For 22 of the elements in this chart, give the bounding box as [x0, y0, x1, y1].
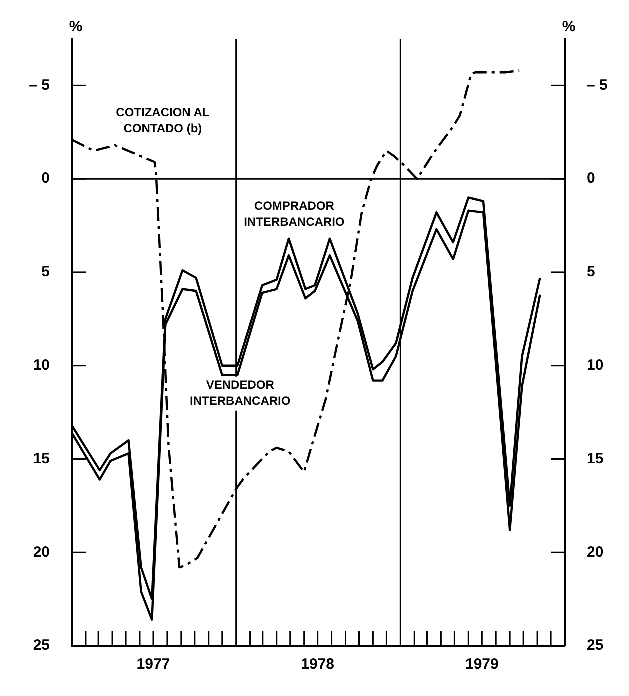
y-axis-title: % — [69, 18, 83, 36]
y-tick-label: 15 — [33, 450, 50, 468]
x-tick-label: 1978 — [301, 656, 335, 674]
y2-tick-label: 5 — [587, 264, 596, 281]
y2-tick-label: 10 — [587, 356, 604, 374]
y2-tick-label: 15 — [587, 450, 604, 468]
y2-tick-label: – 5 — [587, 76, 608, 94]
y-tick-label: 10 — [33, 356, 50, 374]
y2-tick-label: 20 — [587, 544, 604, 561]
y2-axis-title: % — [562, 18, 576, 36]
series-label: COMPRADOR INTERBANCARIO — [244, 198, 345, 229]
y-tick-label: 25 — [33, 637, 50, 654]
y2-tick-label: 0 — [587, 170, 596, 188]
x-tick-label: 1977 — [136, 656, 170, 674]
series-label: COTIZACION AL CONTADO (b) — [116, 105, 210, 136]
series-label: VENDEDOR INTERBANCARIO — [190, 378, 291, 408]
y2-tick-label: 25 — [587, 637, 604, 654]
y-tick-label: 20 — [33, 544, 50, 561]
y-tick-label: 5 — [42, 264, 50, 281]
x-tick-label: 1979 — [465, 656, 499, 674]
y-tick-label: 0 — [42, 170, 50, 188]
y-tick-label: – 5 — [29, 76, 50, 94]
